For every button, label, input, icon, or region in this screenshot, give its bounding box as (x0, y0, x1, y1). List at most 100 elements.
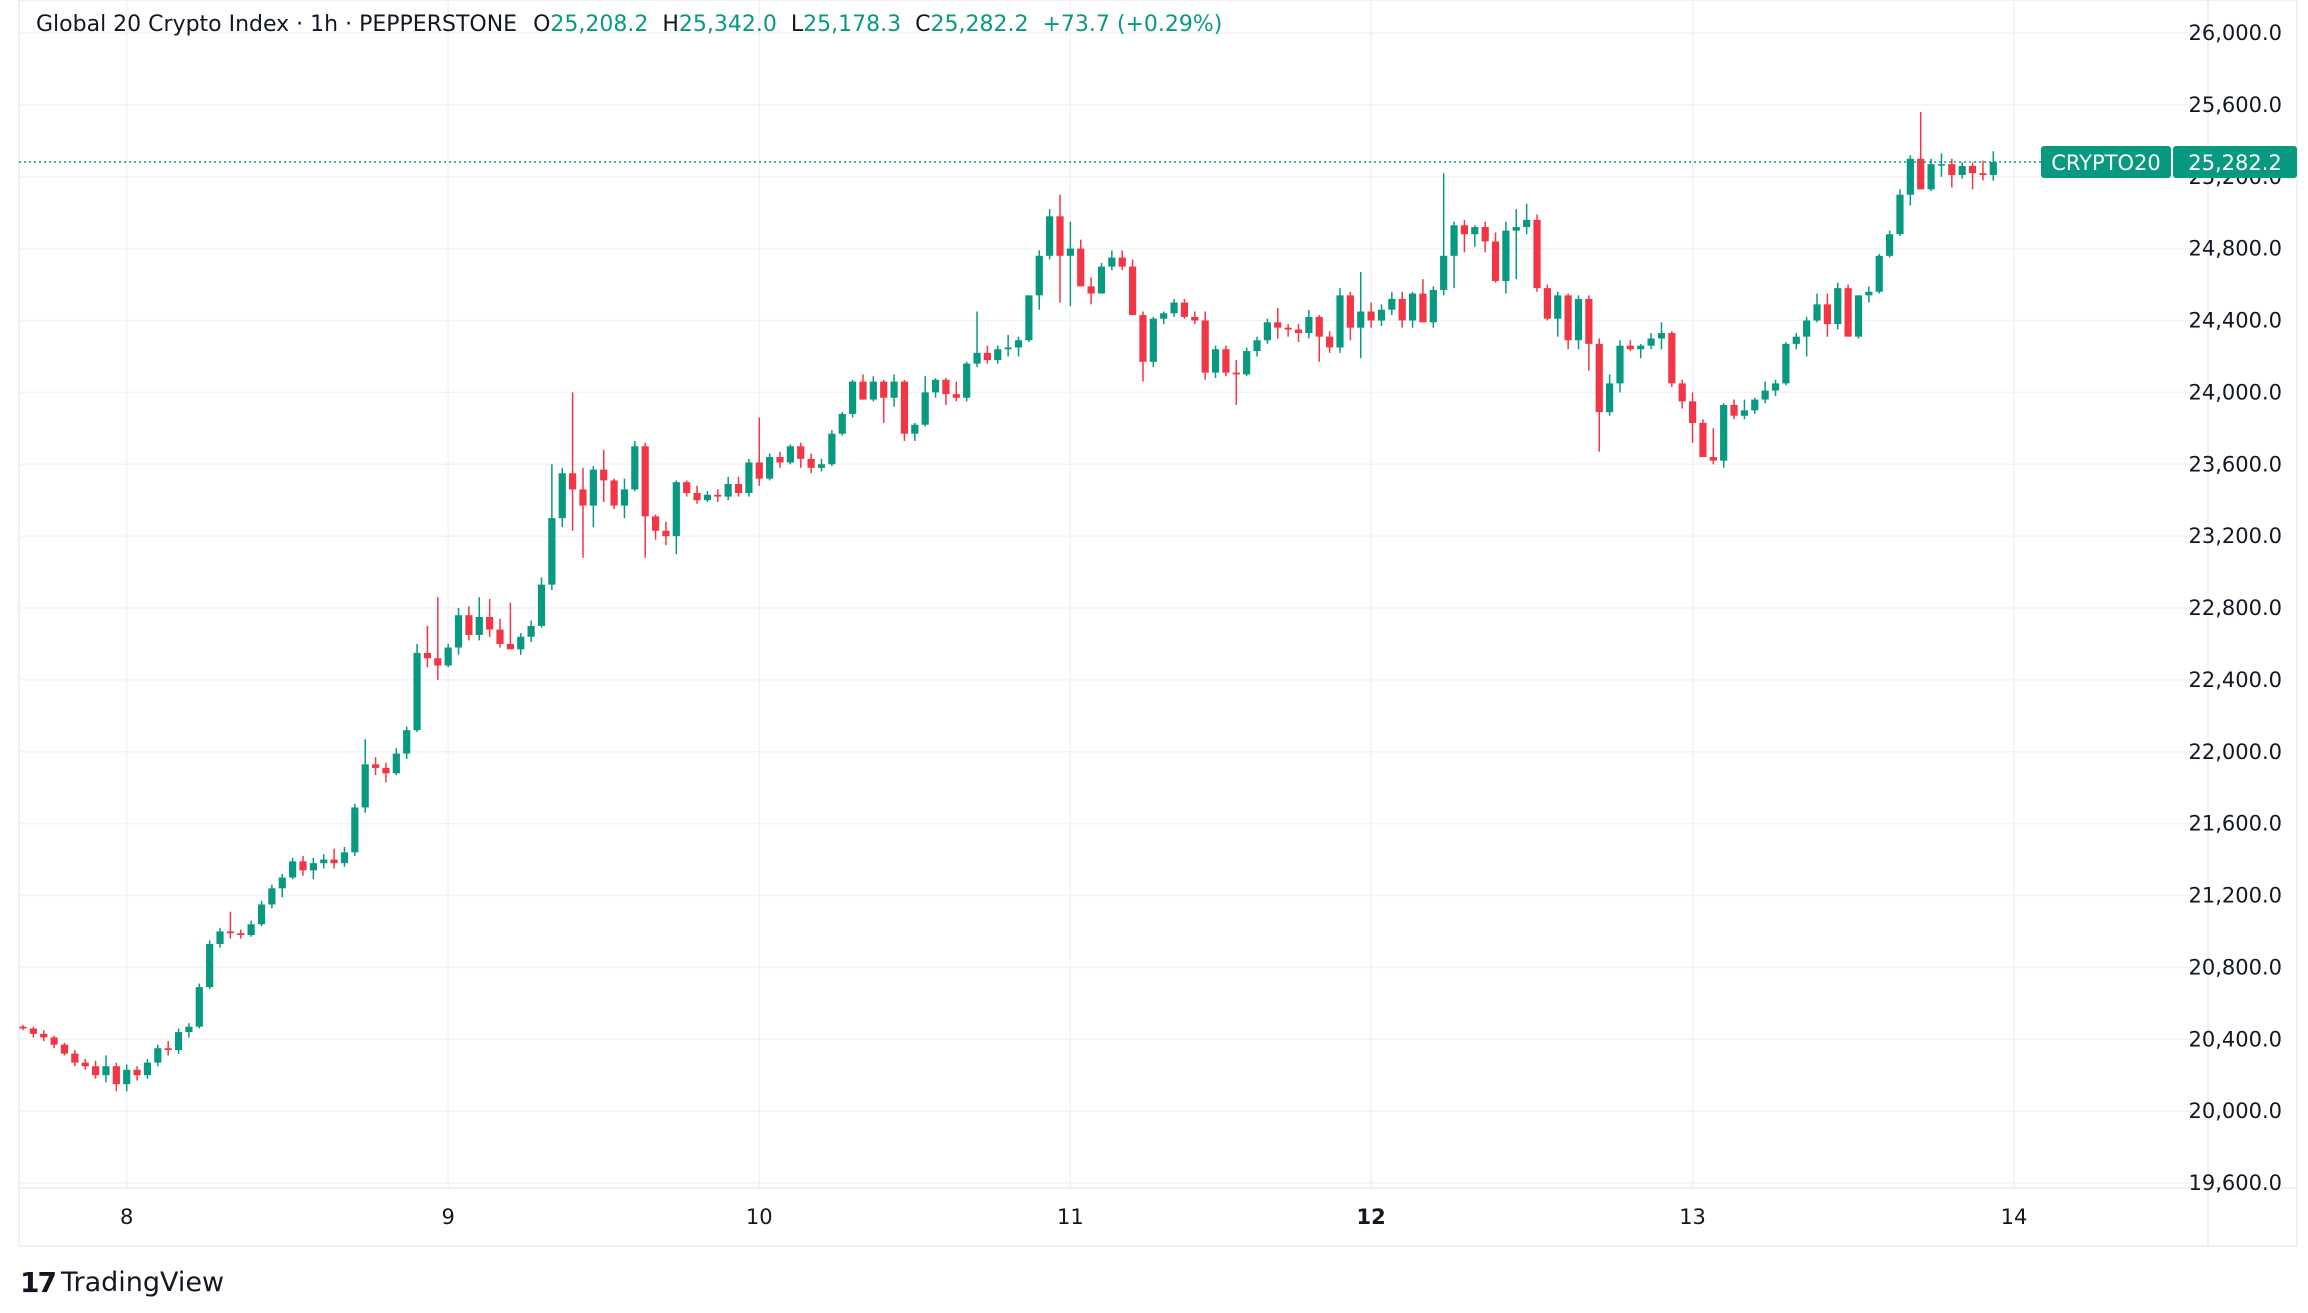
candle[interactable] (807, 453, 815, 474)
candle[interactable] (1564, 293, 1572, 350)
candle[interactable] (838, 412, 846, 436)
candle[interactable] (1730, 399, 1738, 420)
candle[interactable] (237, 929, 245, 939)
candle[interactable] (724, 476, 732, 501)
candle[interactable] (963, 361, 971, 402)
time-axis[interactable]: 8 9 10 11 12 13 14 (120, 1205, 2027, 1229)
candle[interactable] (1243, 347, 1251, 377)
candle[interactable] (1326, 331, 1334, 353)
candle[interactable] (703, 491, 712, 502)
candle[interactable] (1554, 291, 1562, 337)
candle[interactable] (1937, 153, 1946, 177)
candle[interactable] (1097, 263, 1106, 294)
candle[interactable] (1875, 254, 1883, 294)
candle[interactable] (1844, 284, 1852, 337)
candle[interactable] (983, 345, 992, 364)
candle[interactable] (40, 1030, 48, 1042)
candle[interactable] (1305, 309, 1313, 339)
candle[interactable] (1647, 333, 1655, 350)
candle[interactable] (1025, 295, 1033, 343)
candle[interactable] (102, 1055, 110, 1083)
candle[interactable] (309, 857, 317, 880)
candle[interactable] (776, 451, 784, 468)
candle[interactable] (434, 597, 442, 680)
candle[interactable] (444, 643, 452, 668)
candle[interactable] (1460, 219, 1469, 253)
candle[interactable] (1574, 295, 1583, 350)
candle[interactable] (1595, 338, 1603, 452)
candle[interactable] (1948, 158, 1956, 188)
candle[interactable] (1160, 311, 1168, 325)
candle[interactable] (1077, 239, 1085, 287)
price-axis[interactable]: 19,600.0 20,000.0 20,400.0 20,800.0 21,200.0… (2188, 21, 2282, 1195)
candle[interactable] (60, 1042, 69, 1056)
candle[interactable] (1087, 277, 1095, 305)
candle[interactable] (558, 467, 566, 528)
candle[interactable] (423, 625, 432, 668)
candle[interactable] (1211, 345, 1220, 378)
candle[interactable] (1440, 173, 1448, 296)
symbol-title[interactable]: Global 20 Crypto Index · 1h · PEPPERSTON… (36, 12, 518, 37)
candle[interactable] (1046, 209, 1054, 260)
candle[interactable] (1803, 316, 1811, 357)
candle[interactable] (797, 442, 805, 468)
candle[interactable] (859, 374, 867, 400)
candle[interactable] (1533, 214, 1541, 292)
candle[interactable] (1419, 279, 1427, 323)
candle[interactable] (1740, 399, 1749, 420)
candle[interactable] (403, 726, 411, 759)
candle[interactable] (81, 1059, 89, 1070)
candle[interactable] (569, 392, 577, 531)
candle[interactable] (1491, 232, 1500, 283)
candle[interactable] (1720, 403, 1728, 468)
candle[interactable] (579, 467, 587, 558)
candle[interactable] (1004, 334, 1012, 357)
candle[interactable] (1180, 298, 1189, 319)
candle[interactable] (174, 1028, 183, 1054)
candle[interactable] (1637, 343, 1645, 359)
candle[interactable] (1927, 158, 1935, 192)
candle[interactable] (600, 449, 608, 502)
candle[interactable] (548, 464, 556, 591)
candle[interactable] (475, 597, 483, 641)
candle[interactable] (226, 911, 234, 939)
candle[interactable] (413, 643, 421, 732)
candle[interactable] (299, 855, 307, 876)
candle[interactable] (1377, 304, 1386, 326)
candle[interactable] (1823, 293, 1831, 337)
candle[interactable] (330, 848, 338, 869)
candle[interactable] (994, 345, 1002, 364)
candle[interactable] (454, 608, 463, 655)
candle[interactable] (921, 376, 929, 427)
candle[interactable] (620, 478, 629, 519)
candle[interactable] (465, 606, 473, 641)
candle[interactable] (1606, 374, 1614, 416)
candle[interactable] (527, 620, 535, 643)
candle[interactable] (1149, 316, 1157, 368)
candle[interactable] (828, 430, 836, 467)
candle[interactable] (1886, 230, 1894, 258)
candle[interactable] (71, 1050, 79, 1067)
candle[interactable] (766, 453, 774, 481)
candle[interactable] (973, 311, 981, 368)
candle[interactable] (1170, 298, 1178, 317)
candle[interactable] (1357, 271, 1365, 359)
candle[interactable] (1771, 379, 1780, 396)
candle[interactable] (91, 1060, 100, 1079)
candle[interactable] (361, 739, 369, 813)
candle[interactable] (371, 757, 380, 776)
candle[interactable] (1108, 250, 1116, 271)
candle[interactable] (817, 458, 826, 472)
candle[interactable] (890, 374, 898, 407)
candle[interactable] (351, 803, 359, 856)
candle[interactable] (278, 873, 286, 898)
candle[interactable] (1668, 331, 1676, 387)
candle[interactable] (1315, 315, 1323, 362)
candle[interactable] (1201, 311, 1209, 380)
candle[interactable] (1761, 381, 1769, 404)
candle[interactable] (1367, 302, 1375, 328)
candle[interactable] (1989, 151, 1997, 181)
candle[interactable] (641, 442, 649, 558)
candle[interactable] (154, 1044, 162, 1067)
